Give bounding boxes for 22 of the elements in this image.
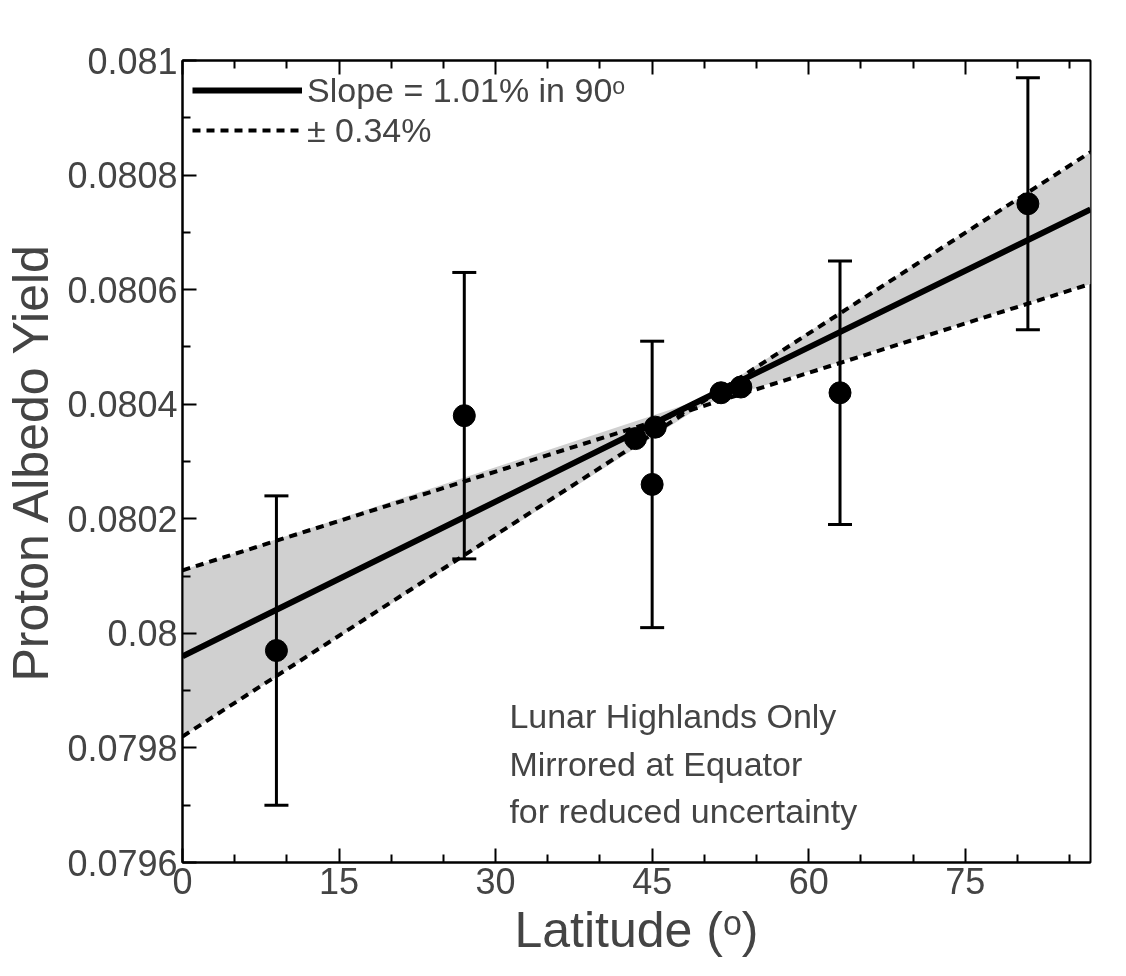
point — [1016, 192, 1040, 216]
point — [640, 472, 664, 496]
x-tick-label: 30 — [475, 860, 516, 902]
y-axis-title: Proton Albedo Yield — [3, 245, 60, 682]
x-tick-label: 45 — [632, 860, 673, 902]
annotation: Lunar Highlands Only Mirrored at Equator for reduced uncertainty — [509, 697, 858, 831]
y-tick-label: 0.0806 — [67, 269, 178, 311]
legend-label: Slope = 1.01% in 90ᵒ — [307, 70, 626, 110]
x-tick-label: 15 — [319, 860, 360, 902]
x-tick-label: 60 — [788, 860, 829, 902]
x-tick-label: 75 — [945, 860, 986, 902]
point — [452, 404, 476, 428]
legend-label: ± 0.34% — [307, 110, 432, 150]
y-tick-label: 0.08 — [107, 613, 178, 655]
y-tick-label: 0.0802 — [67, 498, 178, 540]
point — [828, 381, 852, 405]
point — [264, 639, 288, 663]
y-tick-label: 0.0804 — [67, 384, 178, 426]
y-tick-label: 0.081 — [87, 40, 178, 82]
y-tick-label: 0.0798 — [67, 727, 178, 769]
y-tick-label: 0.0808 — [67, 155, 178, 197]
x-axis-title: Latitude (ᵒ) — [514, 901, 759, 958]
